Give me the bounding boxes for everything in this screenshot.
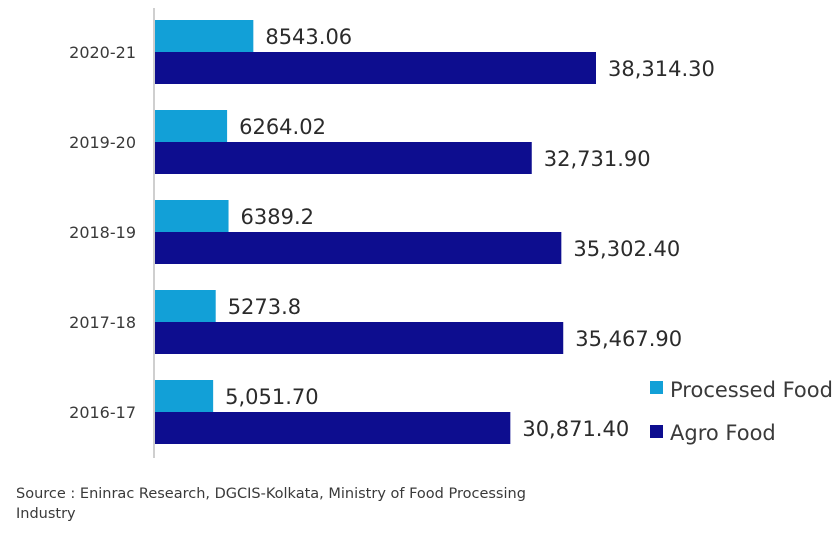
- value-label-processed-food-2016-17: 5,051.70: [225, 385, 319, 409]
- value-label-agro-food-2017-18: 35,467.90: [575, 327, 682, 351]
- legend-swatch-processed-food: [650, 381, 663, 394]
- bar-processed-food-2019-20: [155, 110, 228, 142]
- bar-processed-food-2016-17: [155, 380, 214, 412]
- bar-processed-food-2020-21: [155, 20, 254, 52]
- category-label-2016-17: 2016-17: [69, 403, 136, 422]
- category-label-2019-20: 2019-20: [69, 133, 136, 152]
- category-labels: 2020-21 2019-20 2018-19 2017-18 2016-17: [69, 43, 136, 422]
- legend-label-processed-food: Processed Food: [670, 378, 833, 402]
- value-label-agro-food-2019-20: 32,731.90: [544, 147, 651, 171]
- value-label-processed-food-2017-18: 5273.8: [228, 295, 301, 319]
- bar-chart: 2020-21 2019-20 2018-19 2017-18 2016-17 8543…: [69, 8, 833, 458]
- legend-swatch-agro-food: [650, 425, 663, 438]
- category-label-2017-18: 2017-18: [69, 313, 136, 332]
- category-label-2018-19: 2018-19: [69, 223, 136, 242]
- bar-processed-food-2018-19: [155, 200, 229, 232]
- legend: Processed Food Agro Food: [650, 378, 833, 445]
- value-label-processed-food-2019-20: 6264.02: [239, 115, 326, 139]
- bar-agro-food-2020-21: [155, 52, 596, 84]
- value-label-agro-food-2020-21: 38,314.30: [608, 57, 715, 81]
- value-label-processed-food-2020-21: 8543.06: [265, 25, 352, 49]
- value-label-agro-food-2016-17: 30,871.40: [522, 417, 629, 441]
- value-label-agro-food-2018-19: 35,302.40: [573, 237, 680, 261]
- legend-label-agro-food: Agro Food: [670, 421, 776, 445]
- value-label-processed-food-2018-19: 6389.2: [241, 205, 314, 229]
- bar-agro-food-2018-19: [155, 232, 562, 264]
- bars: [155, 20, 596, 444]
- bar-agro-food-2016-17: [155, 412, 511, 444]
- value-labels: 8543.06 38,314.30 6264.02 32,731.90 6389.2 35…: [225, 25, 715, 441]
- source-note: Source : Eninrac Research, DGCIS-Kolkata…: [16, 486, 526, 522]
- bar-agro-food-2019-20: [155, 142, 532, 174]
- category-label-2020-21: 2020-21: [69, 43, 136, 62]
- bar-processed-food-2017-18: [155, 290, 216, 322]
- bar-agro-food-2017-18: [155, 322, 564, 354]
